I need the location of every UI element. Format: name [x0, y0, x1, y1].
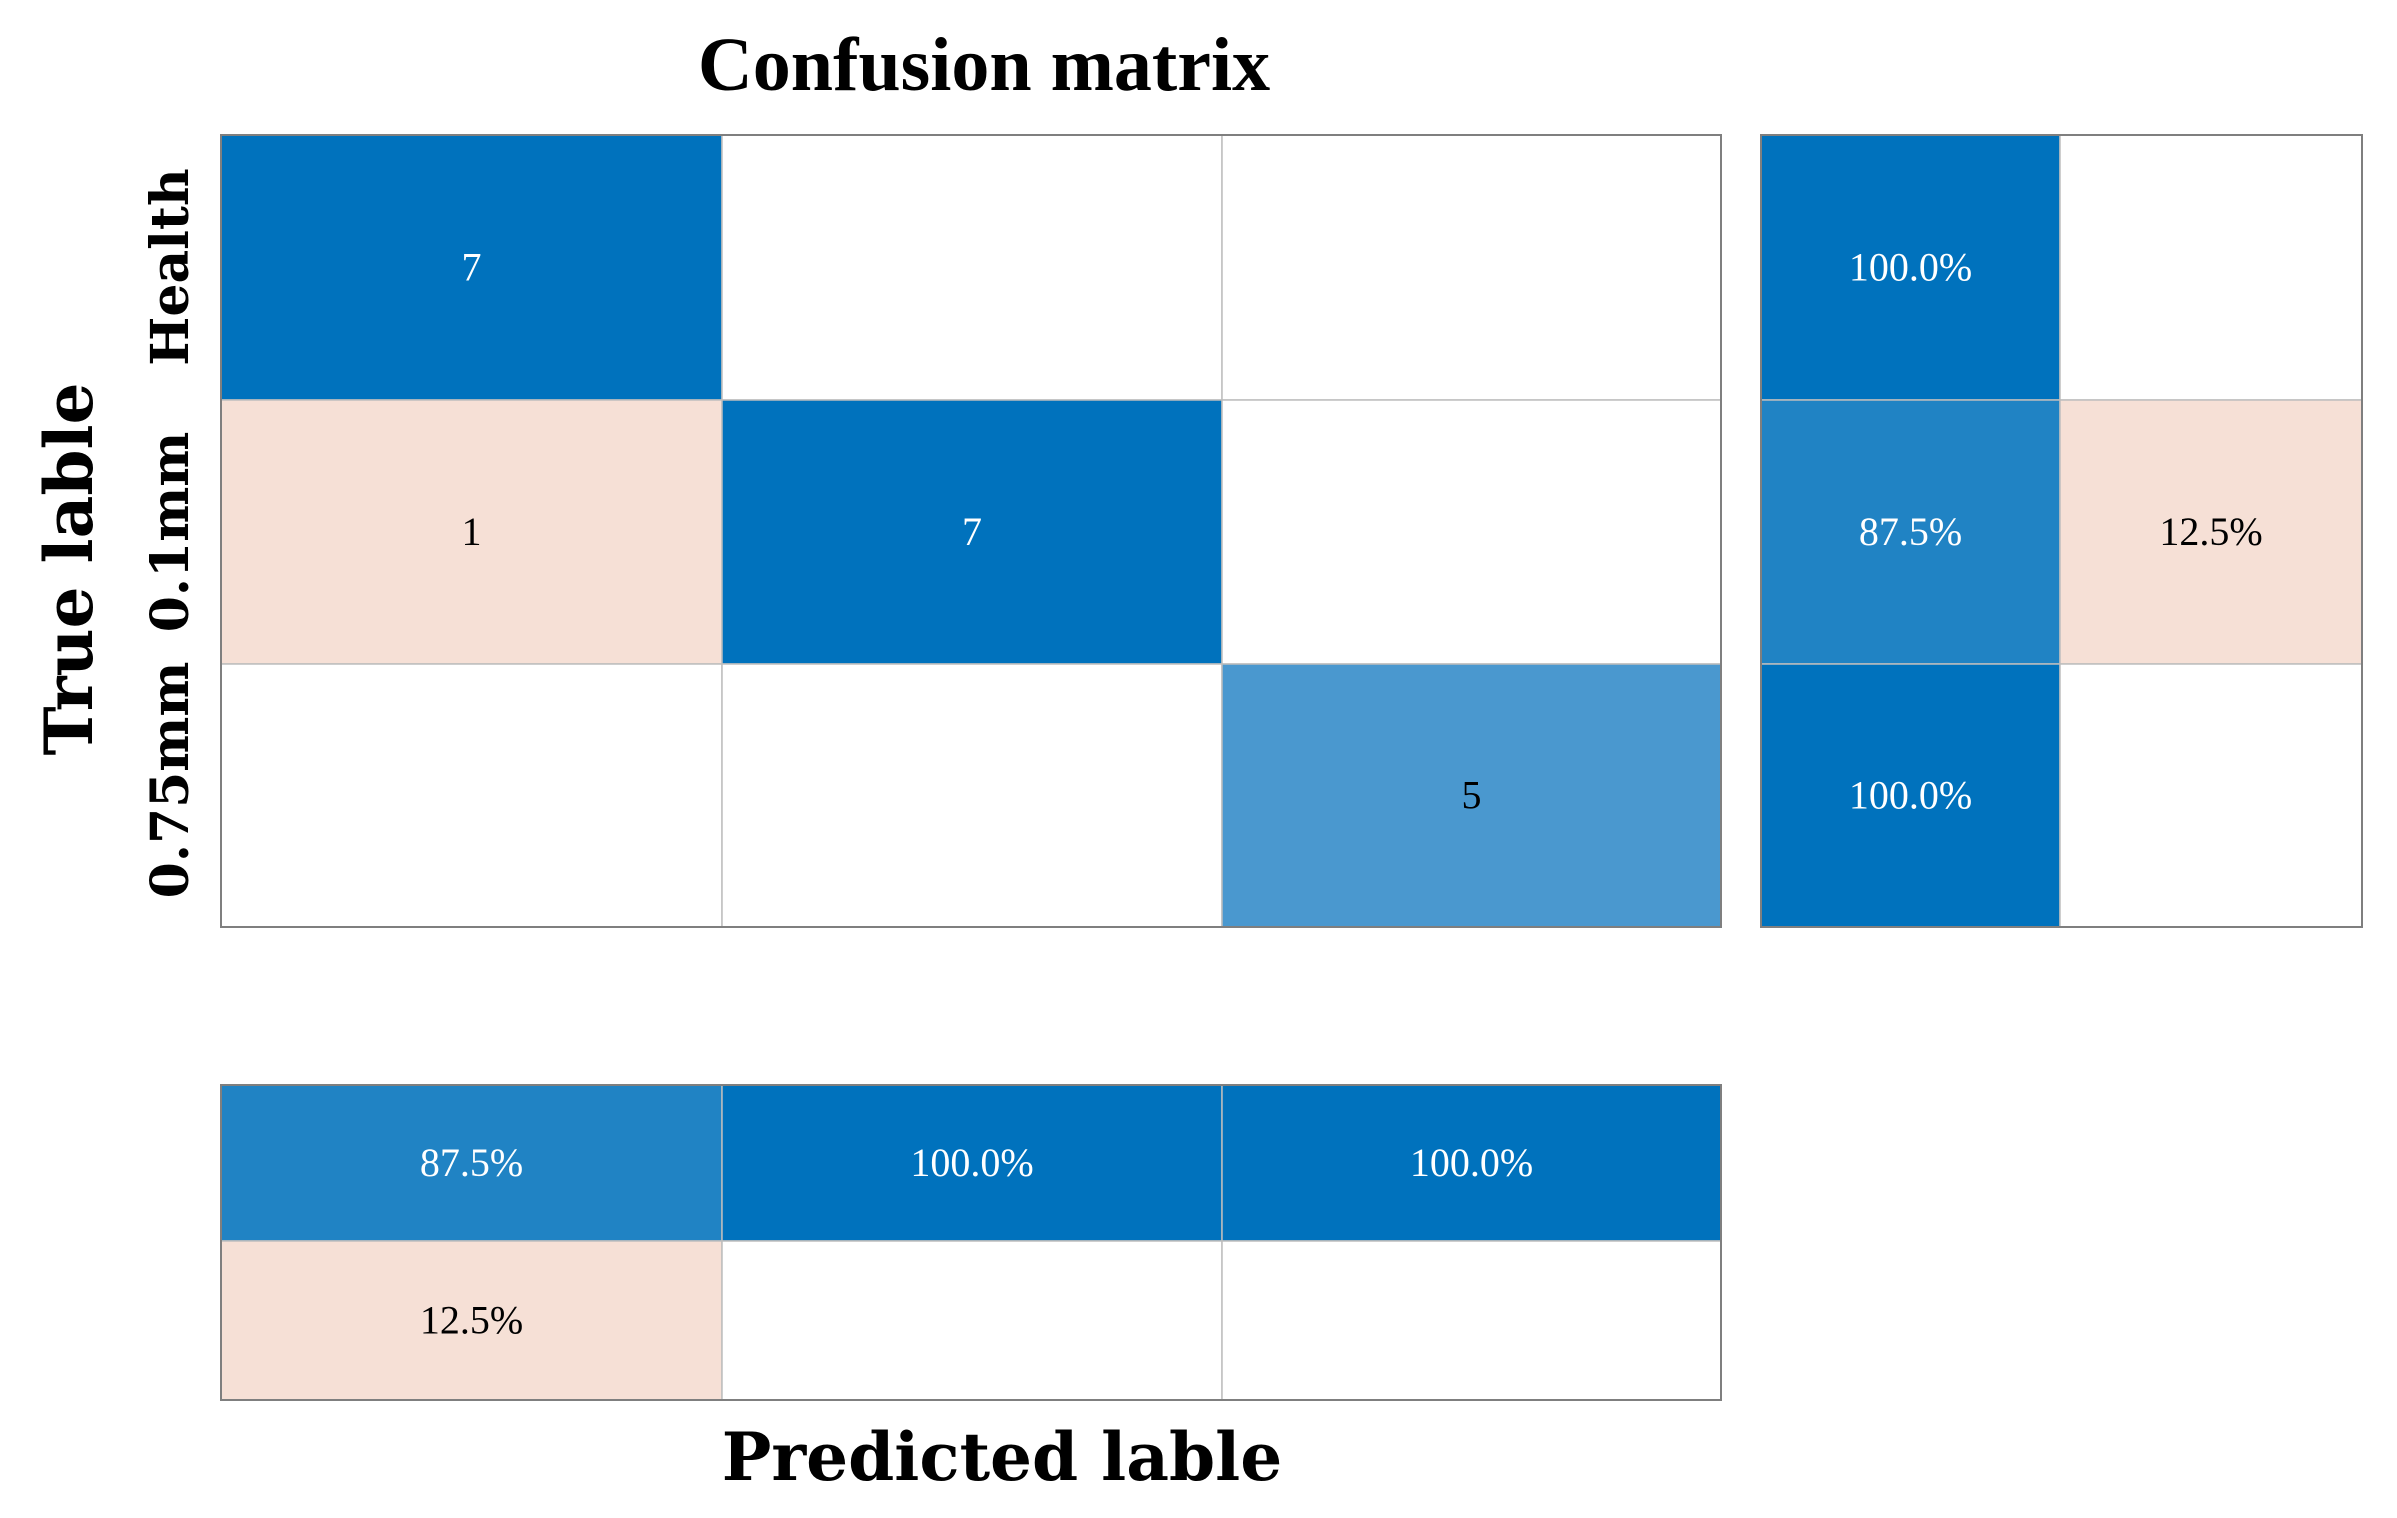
- matrix-cell-1-1-label: 7: [962, 509, 982, 554]
- column-summary-cell-1-0-label: 12.5%: [420, 1298, 523, 1343]
- column-summary-cell-1-1: [721, 1240, 1223, 1401]
- matrix-cell-1-0: [220, 399, 723, 665]
- row-summary-cell-1-0: [1760, 399, 2061, 665]
- matrix-cell-0-0-label: 7: [462, 245, 482, 290]
- row-summary-cell-1-0-label: 87.5%: [1859, 509, 1962, 554]
- column-summary-cell-0-2-label: 100.0%: [1410, 1140, 1533, 1185]
- row-label-0-1mm: 0.1mm: [140, 432, 201, 633]
- matrix-cell-2-2: [1221, 663, 1722, 928]
- row-label-health: Health: [140, 168, 201, 366]
- matrix-cell-0-2: [1221, 134, 1722, 401]
- row-summary-cell-0-0-label: 100.0%: [1849, 245, 1972, 290]
- column-summary-cell-0-1-label: 100.0%: [910, 1140, 1033, 1185]
- column-summary-cell-0-0-label: 87.5%: [420, 1140, 523, 1185]
- matrix-cell-2-2-label: 5: [1462, 773, 1482, 818]
- column-summary-cell-1-2: [1221, 1240, 1722, 1401]
- panel-border-2: [220, 1084, 1722, 1401]
- row-summary-cell-2-1: [2059, 663, 2363, 928]
- matrix-cell-2-0: [220, 663, 723, 928]
- row-summary-cell-1-1: [2059, 399, 2363, 665]
- row-summary-cell-1-1-label: 12.5%: [2159, 509, 2262, 554]
- row-summary-cell-2-0: [1760, 663, 2061, 928]
- panel-border-1: [1760, 134, 2363, 928]
- row-label-0-75mm: 0.75mm: [140, 662, 201, 899]
- matrix-cell-0-0: [220, 134, 723, 401]
- panel-border-0: [220, 134, 1722, 928]
- column-summary-cell-0-1: [721, 1084, 1223, 1242]
- y-axis-label: True lable: [30, 382, 108, 755]
- chart-title: Confusion matrix: [698, 23, 1270, 107]
- matrix-cell-1-0-label: 1: [462, 509, 482, 554]
- column-summary-cell-1-0: [220, 1240, 723, 1401]
- row-summary-cell-0-0: [1760, 134, 2061, 401]
- matrix-cell-0-1: [721, 134, 1223, 401]
- row-summary-cell-2-0-label: 100.0%: [1849, 773, 1972, 818]
- matrix-cell-1-1: [721, 399, 1223, 665]
- matrix-cell-2-1: [721, 663, 1223, 928]
- row-summary-cell-0-1: [2059, 134, 2363, 401]
- x-axis-label: Predicted lable: [722, 1418, 1282, 1496]
- matrix-cell-1-2: [1221, 399, 1722, 665]
